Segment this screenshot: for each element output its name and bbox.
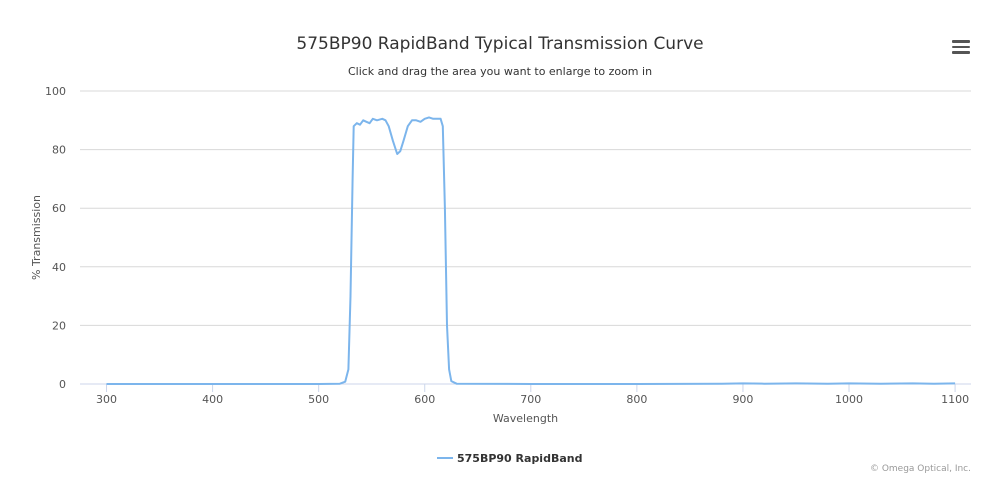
chart-subtitle: Click and drag the area you want to enla…	[347, 65, 653, 78]
x-tick-label: 600	[414, 393, 435, 406]
x-tick-label: 800	[626, 393, 647, 406]
x-tick-label: 1100	[941, 393, 969, 406]
x-tick-label: 700	[520, 393, 541, 406]
hamburger-menu-icon[interactable]	[952, 40, 970, 54]
y-tick-label: 100	[45, 85, 66, 98]
y-tick-label: 80	[52, 144, 66, 157]
x-tick-label: 400	[202, 393, 223, 406]
x-tick-label: 500	[308, 393, 329, 406]
y-tick-label: 20	[52, 319, 66, 332]
chart-title: 575BP90 RapidBand Typical Transmission C…	[296, 34, 704, 54]
series-line[interactable]	[106, 116, 956, 385]
y-tick-label: 0	[59, 378, 66, 391]
x-tick-label: 900	[732, 393, 753, 406]
y-axis-title: % Transmission	[30, 195, 43, 280]
x-tick-label: 1000	[835, 393, 863, 406]
legend-item[interactable]: 575BP90 RapidBand	[457, 452, 582, 465]
x-axis-title: Wavelength	[493, 412, 558, 425]
x-tick-label: 300	[96, 393, 117, 406]
y-tick-label: 40	[52, 261, 66, 274]
y-tick-label: 60	[52, 202, 66, 215]
credits-text: © Omega Optical, Inc.	[869, 464, 971, 474]
